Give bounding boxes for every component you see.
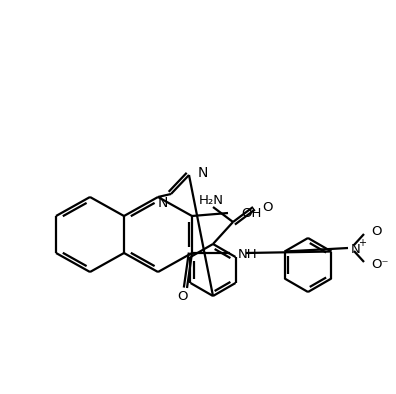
Text: OH: OH [241, 206, 261, 219]
Text: H₂N: H₂N [198, 193, 223, 206]
Text: N: N [351, 242, 361, 255]
Text: O: O [371, 225, 381, 238]
Text: NH: NH [238, 247, 258, 260]
Text: +: + [358, 238, 366, 248]
Text: O⁻: O⁻ [371, 258, 388, 271]
Text: O: O [262, 201, 272, 214]
Text: O: O [178, 290, 188, 303]
Text: N: N [158, 196, 168, 210]
Text: N: N [198, 166, 208, 180]
